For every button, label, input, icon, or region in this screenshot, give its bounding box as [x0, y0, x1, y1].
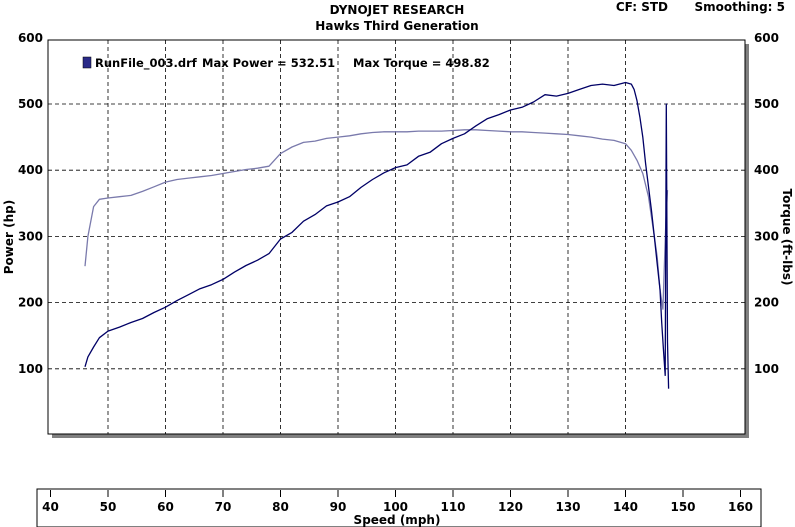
y-tick-label-right: 300 [754, 229, 779, 243]
y-tick-label-left: 400 [18, 163, 43, 177]
y-tick-label-right: 600 [754, 31, 779, 45]
y-tick-label-left: 200 [18, 296, 43, 310]
x-tick-label: 140 [613, 500, 638, 514]
x-tick-label: 60 [157, 500, 174, 514]
x-tick-label: 120 [498, 500, 523, 514]
y-tick-labels-right: 600 500 400 300 200 100 [754, 31, 779, 376]
x-tick-label: 160 [728, 500, 753, 514]
y-tick-label-left: 100 [18, 362, 43, 376]
smoothing-label: Smoothing: 5 [695, 0, 786, 14]
y-tick-label-left: 500 [18, 97, 43, 111]
grid-lines [48, 40, 745, 434]
x-axis-label: Speed (mph) [354, 513, 441, 527]
y-tick-label-right: 500 [754, 97, 779, 111]
chart-subtitle: Hawks Third Generation [315, 19, 478, 33]
x-tick-label: 110 [440, 500, 465, 514]
x-tick-label: 40 [42, 500, 59, 514]
chart-title: DYNOJET RESEARCH [330, 3, 465, 17]
x-tick-label: 150 [670, 500, 695, 514]
y-tick-label-left: 300 [18, 229, 43, 243]
series-layer [84, 81, 670, 389]
y-tick-label-right: 100 [754, 362, 779, 376]
x-tick-label: 130 [555, 500, 580, 514]
legend-max-torque: Max Torque = 498.82 [353, 56, 490, 70]
x-axis-ticks: 40 50 60 70 80 90 100 110 120 130 140 150 160 [42, 490, 753, 514]
legend-run-file: RunFile_003.drf [95, 56, 198, 71]
y-axis-label-right: Torque (ft-lbs) [780, 189, 794, 286]
x-tick-label: 80 [272, 500, 289, 514]
x-tick-label: 70 [215, 500, 232, 514]
series-line-power [84, 81, 670, 389]
y-tick-label-left: 600 [18, 31, 43, 45]
legend-max-power: Max Power = 532.51 [202, 56, 335, 70]
x-tick-label: 50 [100, 500, 117, 514]
y-tick-labels-left: 600 500 400 300 200 100 [18, 31, 43, 376]
y-tick-label-right: 200 [754, 296, 779, 310]
x-tick-label: 90 [330, 500, 347, 514]
x-tick-label: 100 [383, 500, 408, 514]
plot-area [47, 39, 746, 435]
x-axis-strip [36, 488, 762, 527]
y-axis-label-left: Power (hp) [2, 200, 16, 274]
y-tick-label-right: 400 [754, 163, 779, 177]
legend-swatch [82, 56, 92, 69]
cf-label: CF: STD [616, 0, 668, 14]
series-line-torque [84, 129, 669, 310]
